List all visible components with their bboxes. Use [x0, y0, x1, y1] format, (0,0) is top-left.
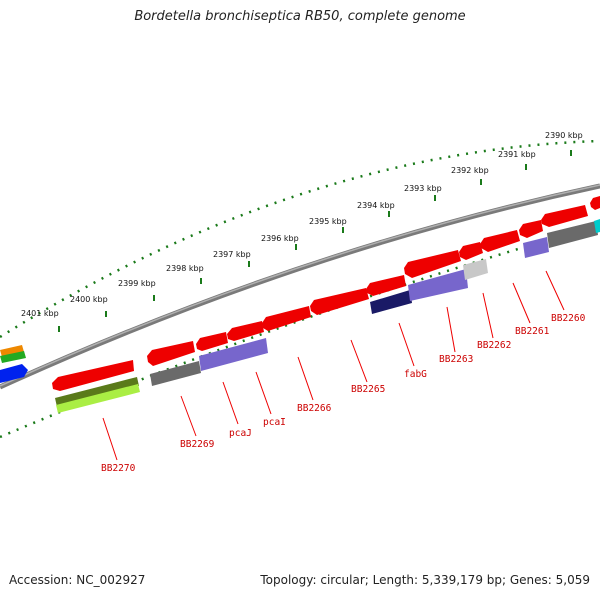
gene-orange-edge — [0, 345, 24, 357]
gene-callout-lines — [102, 270, 565, 461]
genome-summary-text: Topology: circular; Length: 5,339,179 bp… — [260, 573, 590, 587]
callout-fabg — [398, 322, 415, 367]
genome-backbone — [0, 183, 600, 390]
outer-strand-genes — [52, 196, 600, 391]
gene-label-bb2261: BB2261 — [515, 326, 550, 337]
gene-bb2263-block — [404, 250, 461, 278]
kbp-label-2400: 2400 kbp — [70, 295, 108, 304]
accession-text: Accession: NC_002927 — [9, 573, 146, 587]
gene-label-bb2269: BB2269 — [180, 439, 215, 450]
kbp-label-2397: 2397 kbp — [213, 250, 251, 259]
kbp-label-2390: 2390 kbp — [545, 131, 583, 140]
gene-bb2261-block — [480, 230, 520, 252]
gene-label-pcaj: pcaJ — [229, 428, 252, 439]
gene-navy-inner — [370, 290, 412, 314]
gene-olive-inner — [55, 377, 139, 407]
kbp-label-2391: 2391 kbp — [498, 150, 536, 159]
gene-lightgray-inner — [463, 259, 488, 280]
gene-gray-inner-2 — [547, 221, 598, 248]
gene-label-bb2265: BB2265 — [351, 384, 385, 395]
callout-pcai — [255, 371, 272, 415]
gene-purple-inner-3 — [523, 237, 549, 258]
gene-fabg-block — [366, 275, 406, 296]
gene-bb2262-block — [459, 242, 483, 260]
inner-strand-genes — [55, 219, 600, 413]
callout-pcaj — [222, 381, 239, 425]
kbp-label-2393: 2393 kbp — [404, 184, 442, 193]
gene-label-bb2263: BB2263 — [439, 354, 473, 365]
kbp-label-2399: 2399 kbp — [118, 279, 156, 288]
gene-cyan-inner — [594, 219, 600, 233]
callout-bb2269 — [180, 395, 197, 437]
kbp-label-2398: 2398 kbp — [166, 264, 204, 273]
kbp-label-2401: 2401 kbp — [21, 309, 59, 318]
gene-label-bb2266: BB2266 — [297, 403, 332, 414]
kbp-label-2392: 2392 kbp — [451, 166, 489, 175]
gene-pcai-block — [227, 321, 264, 341]
gene-bb2270-block — [52, 360, 134, 391]
callout-bb2262 — [482, 292, 494, 339]
gene-lime-inner — [56, 384, 140, 413]
gene-bb2258-block — [590, 196, 600, 210]
gene-purple-inner-1 — [199, 338, 268, 371]
gene-blue-edge — [0, 364, 28, 383]
gene-label-fabg: fabG — [404, 369, 427, 380]
kbp-axis-labels: 2390 kbp 2391 kbp 2392 kbp 2393 kbp 2394… — [21, 131, 583, 318]
callout-bb2266 — [297, 356, 314, 401]
callout-bb2260 — [545, 270, 565, 311]
gene-label-bb2262: BB2262 — [477, 340, 511, 351]
gene-bb2269-block — [147, 341, 195, 366]
callout-bb2263 — [446, 306, 456, 353]
callout-bb2265 — [350, 339, 368, 383]
genome-backbone-highlight — [0, 184, 600, 387]
gene-label-pcai: pcaI — [263, 417, 286, 428]
callout-bb2270 — [102, 417, 118, 461]
map-title: Bordetella bronchiseptica RB50, complete… — [134, 9, 466, 24]
gene-bb2266-block — [262, 306, 311, 331]
gene-green-edge — [0, 351, 26, 363]
gene-bb2259-block — [541, 205, 588, 227]
gene-bb2265-block — [310, 288, 369, 315]
gene-purple-inner-2 — [408, 269, 468, 301]
gene-name-labels: BB2260 BB2261 BB2262 BB2263 fabG BB2265 … — [101, 313, 586, 474]
gene-label-bb2270: BB2270 — [101, 463, 136, 474]
gene-gray-inner-1 — [150, 361, 201, 386]
kbp-label-2396: 2396 kbp — [261, 234, 299, 243]
gene-label-bb2260: BB2260 — [551, 313, 586, 324]
kbp-label-2395: 2395 kbp — [309, 217, 347, 226]
kbp-major-ticks — [58, 150, 572, 332]
gene-bb2260-block — [519, 220, 543, 238]
gene-pcaj-block — [196, 332, 228, 351]
kbp-label-2394: 2394 kbp — [357, 201, 395, 210]
callout-bb2261 — [512, 282, 531, 324]
